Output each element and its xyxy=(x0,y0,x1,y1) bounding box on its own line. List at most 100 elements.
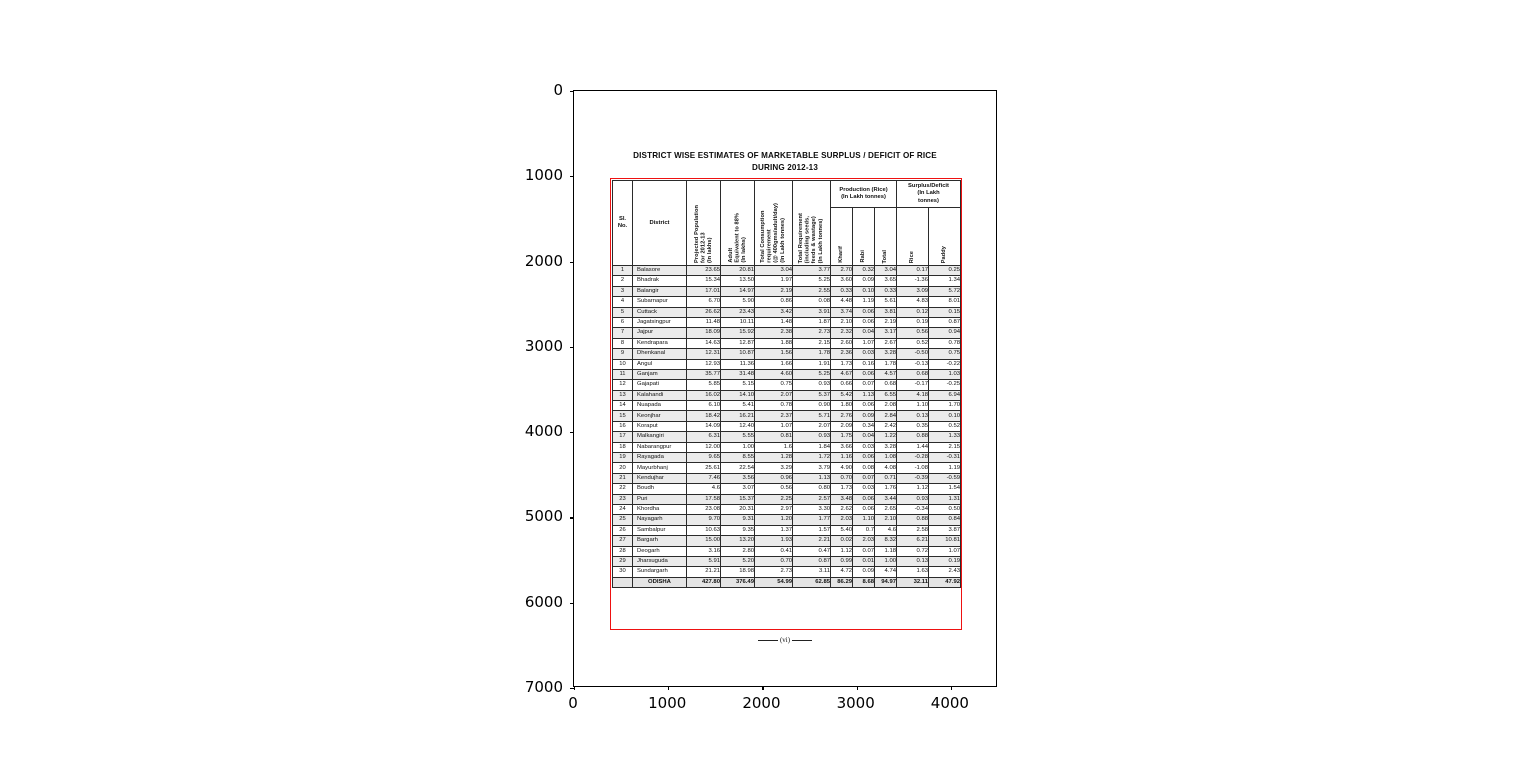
cell-district: Deogarh xyxy=(632,545,687,557)
cell-paddy: 1.34 xyxy=(927,275,962,287)
table-row: 11 Ganjam 35.77 31.48 4.60 5.25 4.67 0.06 4.57 0.… xyxy=(612,368,962,381)
cell-rice: 0.13 xyxy=(896,555,929,568)
cell-sl: 5 xyxy=(612,306,633,318)
y-tick-mark xyxy=(570,517,574,519)
cell-paddy: 6.94 xyxy=(927,389,962,402)
cell-paddy: -0.22 xyxy=(927,358,962,370)
cell-district: Ganjam xyxy=(632,368,687,381)
cell-sl: 13 xyxy=(612,389,633,402)
cell-req: 3.30 xyxy=(792,503,831,516)
y-tick-label: 6000 xyxy=(524,592,563,611)
cell-rice: -1.08 xyxy=(896,462,929,474)
table-row: 12 Gajapati 5.85 5.15 0.75 0.93 0.66 0.07 0.68 -0… xyxy=(612,379,962,391)
cell-sl: 11 xyxy=(612,368,633,381)
cell-rabi: 1.07 xyxy=(852,337,875,350)
cell-req: 0.47 xyxy=(792,545,831,557)
cell-req: 0.93 xyxy=(792,431,831,443)
cell-paddy: 8.01 xyxy=(927,296,962,308)
cell-cons: 1.07 xyxy=(754,420,793,433)
cell-req: 5.25 xyxy=(792,368,831,381)
cell-kharif: 3.66 xyxy=(830,441,853,454)
cell-rabi: 0.32 xyxy=(852,264,875,277)
cell-adult: 20.31 xyxy=(720,503,755,516)
cell-pop: 9.65 xyxy=(686,452,721,464)
cell-adult: 5.20 xyxy=(720,555,755,568)
cell-total: 5.61 xyxy=(874,296,897,308)
cell-total: 4.74 xyxy=(874,566,897,578)
cell-rabi: 0.07 xyxy=(852,472,875,485)
cell-adult: 9.31 xyxy=(720,514,755,526)
cell-rice: 4.83 xyxy=(896,296,929,308)
cell-cons: 2.19 xyxy=(754,285,793,298)
cell-paddy: 10.81 xyxy=(927,535,962,547)
cell-total: 6.55 xyxy=(874,389,897,402)
y-tick-mark xyxy=(570,688,574,690)
cell-adult: 12.40 xyxy=(720,420,755,433)
th-surplus-paddy: Paddy xyxy=(927,207,962,266)
cell-rabi: 2.03 xyxy=(852,535,875,547)
cell-sl: 22 xyxy=(612,483,633,495)
cell-paddy: 2.43 xyxy=(927,566,962,578)
cell-adult: 13.50 xyxy=(720,275,755,287)
cell-rabi: 0.06 xyxy=(852,400,875,412)
table-row: 6 Jagatsingpur 11.48 10.11 1.48 1.87 2.10 0.06 2… xyxy=(612,316,962,329)
cell-pop: 14.63 xyxy=(686,337,721,350)
cell-req: 3.79 xyxy=(792,462,831,474)
cell-rabi: 0.34 xyxy=(852,420,875,433)
cell-rabi: 0.04 xyxy=(852,431,875,443)
table-row: 20 Mayurbhanj 25.61 22.54 3.29 3.79 4.90 0.08 4.… xyxy=(612,462,962,474)
cell-kharif: 3.74 xyxy=(830,306,853,318)
cell-pop: 12.93 xyxy=(686,358,721,370)
cell-total: 4.57 xyxy=(874,368,897,381)
th-total-consumption: Total Consumption requirement (@ 400gms/… xyxy=(754,180,793,266)
cell-paddy: 0.25 xyxy=(927,264,962,277)
cell-paddy: 0.10 xyxy=(927,410,962,422)
cell-rabi: 0.7 xyxy=(852,524,875,537)
cell-district: Khordha xyxy=(632,503,687,516)
th-production-total-label: Total xyxy=(882,249,889,263)
cell-rabi: 0.06 xyxy=(852,316,875,329)
cell-adult: 10.87 xyxy=(720,348,755,360)
cell-rice: 6.21 xyxy=(896,535,929,547)
cell-cons: 1.37 xyxy=(754,524,793,537)
cell-kharif: 0.99 xyxy=(830,555,853,568)
table-row: 4 Subarnapur 6.70 5.90 0.86 0.08 4.48 1.19 5.61 4… xyxy=(612,296,962,308)
cell-pop: 15.34 xyxy=(686,275,721,287)
th-total-requirement: Total Requirement (including seeds, feed… xyxy=(792,180,831,266)
cell-district: Dhenkanal xyxy=(632,348,687,360)
y-tick-mark xyxy=(570,91,574,93)
cell-district: Balangir xyxy=(632,285,687,298)
cell-req: 3.91 xyxy=(792,306,831,318)
cell-district: Gajapati xyxy=(632,379,687,391)
cell-total: 1.00 xyxy=(874,555,897,568)
cell-sl: 7 xyxy=(612,327,633,339)
table-row: 27 Bargarh 15.00 13.20 1.93 2.21 0.02 2.03 8.32 6… xyxy=(612,535,962,547)
cell-cons: 3.04 xyxy=(754,264,793,277)
cell-rice: 0.17 xyxy=(896,264,929,277)
cell-sl: 15 xyxy=(612,410,633,422)
th-adult-equivalent: Adult Equivalent to 88% (In lakhs) xyxy=(720,180,755,266)
cell-district: Bhadrak xyxy=(632,275,687,287)
cell-pop: 4.6 xyxy=(686,483,721,495)
cell-pop: 18.09 xyxy=(686,327,721,339)
cell-kharif: 4.90 xyxy=(830,462,853,474)
cell-pop: 16.02 xyxy=(686,389,721,402)
cell-adult: 15.92 xyxy=(720,327,755,339)
table-row: 1 Balasore 23.65 20.81 3.04 3.77 2.70 0.32 3.04 0… xyxy=(612,264,962,277)
table-row: 30 Sundargarh 21.21 18.98 2.73 3.11 4.72 0.09 4.… xyxy=(612,566,962,578)
cell-rabi: 0.06 xyxy=(852,503,875,516)
cell-kharif: 0.70 xyxy=(830,472,853,485)
cell-pop: 21.21 xyxy=(686,566,721,578)
cell-district: Sambalpur xyxy=(632,524,687,537)
cell-rabi: 0.06 xyxy=(852,368,875,381)
page-mark-label: (vi) xyxy=(779,636,791,644)
cell-kharif: 5.40 xyxy=(830,524,853,537)
cell-district: Jagatsingpur xyxy=(632,316,687,329)
document-title: DISTRICT WISE ESTIMATES OF MARKETABLE SU… xyxy=(574,150,996,173)
cell-district: Jharsuguda xyxy=(632,555,687,568)
cell-rabi: 0.07 xyxy=(852,379,875,391)
cell-sl: 21 xyxy=(612,472,633,485)
cell-adult: 16.21 xyxy=(720,410,755,422)
cell-rabi: 0.01 xyxy=(852,555,875,568)
cell-adult: 11.36 xyxy=(720,358,755,370)
